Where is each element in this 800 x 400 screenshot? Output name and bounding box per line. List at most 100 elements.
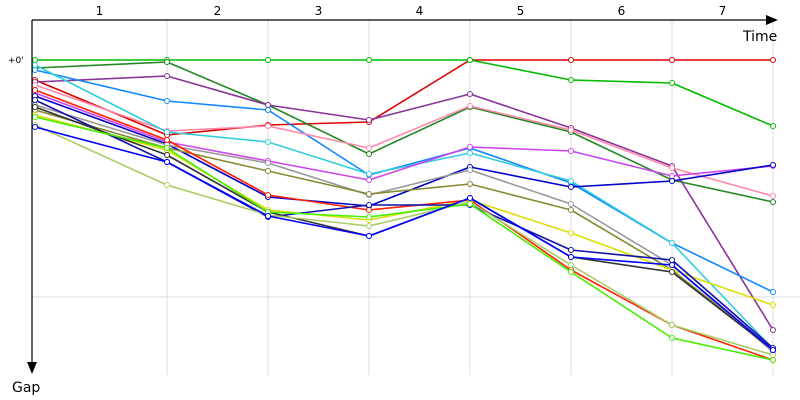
data-point bbox=[366, 145, 372, 151]
data-point bbox=[265, 123, 271, 129]
y-axis-label: Gap bbox=[12, 380, 40, 396]
data-point bbox=[265, 160, 271, 166]
data-point bbox=[568, 201, 574, 207]
data-point bbox=[669, 269, 675, 275]
series-line bbox=[32, 122, 776, 358]
y-axis-arrow-icon bbox=[27, 362, 37, 374]
data-point bbox=[32, 87, 38, 93]
x-tick-labels: 1 2 3 4 5 6 7 bbox=[96, 4, 727, 18]
series-line bbox=[32, 82, 776, 199]
data-point bbox=[467, 201, 473, 207]
data-point bbox=[568, 178, 574, 184]
series-path bbox=[34, 109, 774, 351]
data-point bbox=[164, 152, 170, 158]
data-point bbox=[568, 230, 574, 236]
series-path bbox=[35, 59, 774, 127]
data-point bbox=[164, 59, 170, 65]
data-point bbox=[366, 191, 372, 197]
data-point bbox=[568, 207, 574, 213]
data-point bbox=[568, 247, 574, 253]
data-point bbox=[32, 67, 38, 73]
data-point bbox=[32, 114, 38, 120]
data-point bbox=[770, 327, 776, 333]
data-point bbox=[265, 102, 271, 108]
data-point bbox=[32, 104, 38, 110]
series-line bbox=[32, 124, 776, 353]
data-point bbox=[32, 97, 38, 103]
series-line bbox=[32, 102, 776, 355]
data-point bbox=[770, 347, 776, 353]
data-point bbox=[366, 171, 372, 177]
data-point bbox=[265, 107, 271, 113]
data-point bbox=[669, 57, 675, 63]
data-point bbox=[568, 184, 574, 190]
data-point bbox=[164, 182, 170, 188]
data-point bbox=[32, 82, 38, 88]
x-tick-label: 1 bbox=[96, 4, 104, 18]
data-point bbox=[164, 159, 170, 165]
series-path bbox=[34, 104, 774, 353]
data-point bbox=[568, 57, 574, 63]
x-tick-label: 6 bbox=[618, 4, 626, 18]
data-point bbox=[568, 77, 574, 83]
data-point bbox=[467, 103, 473, 109]
data-point bbox=[366, 223, 372, 229]
data-point bbox=[568, 269, 574, 275]
data-point bbox=[32, 57, 38, 63]
data-point bbox=[164, 137, 170, 143]
series-line bbox=[32, 90, 776, 183]
data-point bbox=[265, 57, 271, 63]
series-path bbox=[34, 116, 774, 361]
data-point bbox=[164, 145, 170, 151]
data-point bbox=[770, 193, 776, 199]
data-point bbox=[770, 289, 776, 295]
data-point bbox=[467, 195, 473, 201]
series-path bbox=[34, 124, 774, 356]
data-point bbox=[366, 207, 372, 213]
data-point bbox=[467, 91, 473, 97]
data-point bbox=[669, 262, 675, 268]
data-point bbox=[770, 357, 776, 363]
data-point bbox=[32, 62, 38, 68]
data-point bbox=[467, 167, 473, 173]
grid bbox=[32, 20, 800, 375]
data-point bbox=[669, 80, 675, 86]
data-point bbox=[366, 117, 372, 123]
data-point bbox=[568, 127, 574, 133]
data-point bbox=[164, 98, 170, 104]
series-path bbox=[34, 84, 774, 197]
data-point bbox=[669, 322, 675, 328]
data-point bbox=[669, 257, 675, 263]
data-point bbox=[265, 213, 271, 219]
data-point bbox=[32, 124, 38, 130]
x-axis-arrow-icon bbox=[766, 15, 778, 25]
x-tick-label: 5 bbox=[517, 4, 525, 18]
data-point bbox=[568, 262, 574, 268]
data-point bbox=[265, 168, 271, 174]
data-point bbox=[467, 57, 473, 63]
data-point bbox=[669, 173, 675, 179]
series-line bbox=[32, 73, 776, 333]
data-point bbox=[164, 73, 170, 79]
data-point bbox=[366, 202, 372, 208]
data-point bbox=[669, 165, 675, 171]
data-point bbox=[669, 178, 675, 184]
series-path bbox=[34, 95, 774, 207]
data-point bbox=[265, 192, 271, 198]
x-tick-label: 7 bbox=[719, 4, 727, 18]
data-point bbox=[467, 150, 473, 156]
series-line bbox=[32, 87, 776, 363]
x-tick-label: 4 bbox=[416, 4, 424, 18]
data-point bbox=[366, 57, 372, 63]
data-point bbox=[366, 177, 372, 183]
data-point bbox=[770, 199, 776, 205]
series-lines bbox=[32, 57, 776, 363]
x-tick-label: 2 bbox=[214, 4, 222, 18]
data-point bbox=[164, 129, 170, 135]
data-point bbox=[770, 352, 776, 358]
x-tick-label: 3 bbox=[315, 4, 323, 18]
series-line bbox=[32, 114, 776, 363]
data-point bbox=[669, 240, 675, 246]
data-point bbox=[366, 151, 372, 157]
